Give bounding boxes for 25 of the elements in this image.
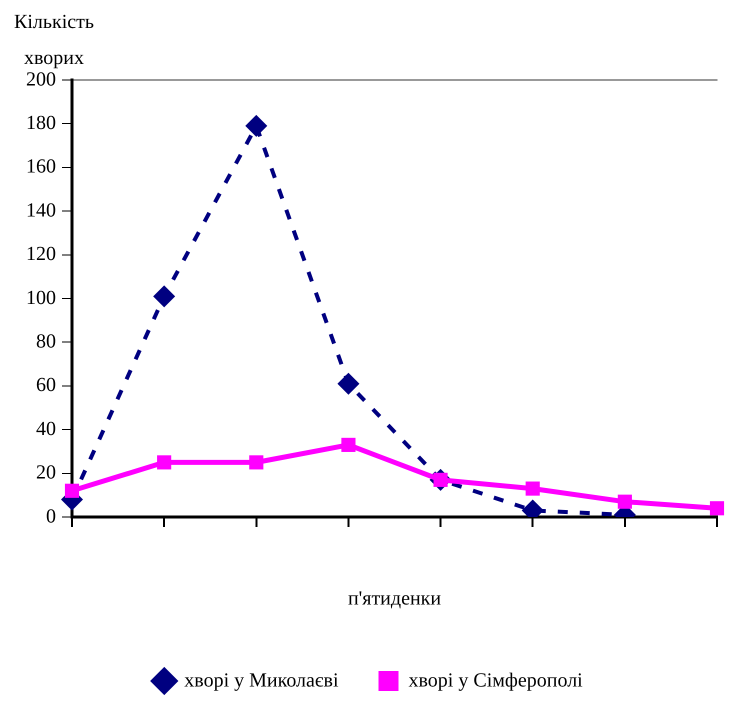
point [245,114,268,137]
point [153,285,176,308]
y-tick-label: 60 [36,374,56,396]
point [249,455,264,470]
y-tick-label: 160 [26,156,56,178]
y-axis-title: Кількість хворих [12,10,95,71]
legend-label: хворі у Сімферополі [408,669,584,692]
point [341,438,356,452]
y-tick-label: 180 [26,112,56,134]
y-tick-label: 140 [26,199,56,222]
point [337,372,360,395]
y-tick-label: 200 [26,68,56,90]
point [157,455,172,470]
y-tick-label: 20 [36,462,56,484]
x-axis-title: п'ятиденки [348,587,442,610]
point [618,494,632,509]
point [710,501,724,516]
point [526,482,540,496]
y-tick-label: 40 [36,418,56,440]
legend-label: хворі у Миколаєві [184,669,339,692]
y-tick-label: 0 [46,505,56,528]
point [64,484,80,498]
y-tick-label: 80 [36,330,56,352]
y-tick-label: 100 [26,286,56,309]
y-tick-label: 120 [26,243,56,266]
